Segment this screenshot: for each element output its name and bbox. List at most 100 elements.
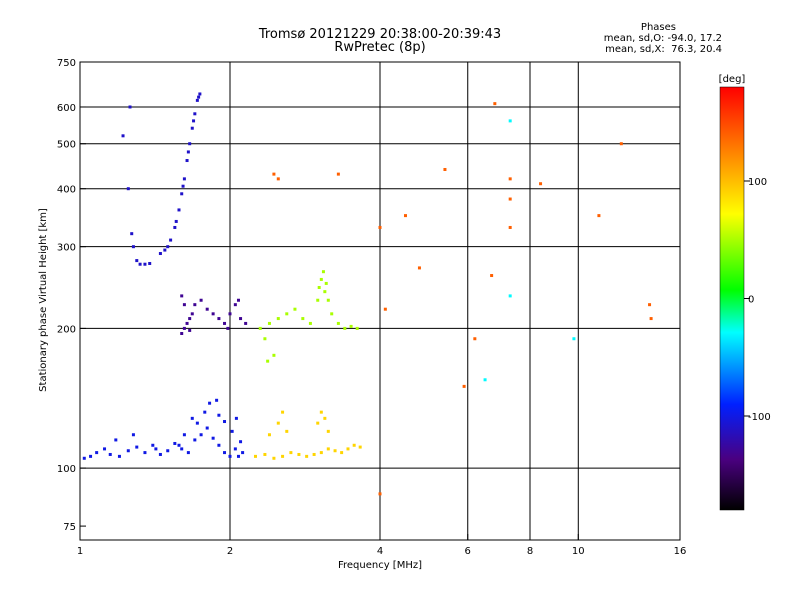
data-point (346, 447, 350, 451)
data-point (336, 321, 340, 325)
data-point (223, 321, 227, 325)
data-point (316, 421, 320, 425)
data-point (223, 451, 227, 455)
y-tick-label: 200 (57, 324, 76, 335)
data-point (597, 214, 601, 218)
y-axis-ticks: 75 100 200 300 400 500 600 750 (57, 58, 86, 533)
data-point (103, 447, 107, 451)
data-point (135, 259, 139, 263)
data-point (236, 298, 240, 302)
data-point (154, 447, 158, 451)
data-point (272, 172, 276, 176)
data-point (648, 303, 652, 307)
data-point (301, 317, 305, 321)
x-tick-label: 1 (77, 546, 83, 557)
data-point (173, 441, 177, 445)
stats-line-x: mean, sd,X: 76.3, 20.4 (605, 44, 722, 55)
data-point (508, 177, 512, 181)
data-point (192, 119, 196, 123)
x-tick-label: 6 (465, 546, 471, 557)
data-point (572, 337, 576, 341)
data-point (323, 416, 327, 420)
stats-line-o: mean, sd,O: -94.0, 17.2 (603, 33, 722, 44)
data-point (190, 312, 194, 316)
data-point (131, 433, 135, 437)
colorbar-ticks: -100 0 100 (744, 177, 771, 423)
data-point (193, 303, 197, 307)
data-point (215, 398, 219, 402)
stats-heading: Phases (640, 22, 676, 33)
data-points (82, 92, 653, 496)
x-tick-label: 8 (527, 546, 533, 557)
data-point (285, 312, 289, 316)
data-point (163, 248, 167, 252)
data-point (539, 182, 543, 186)
data-point (95, 451, 99, 455)
data-point (483, 378, 487, 382)
data-point (281, 454, 285, 458)
y-tick-label: 400 (57, 185, 76, 196)
data-point (281, 410, 285, 414)
data-point (193, 112, 197, 116)
data-point (211, 312, 215, 316)
colorbar-tick-label: 0 (748, 295, 754, 306)
data-point (508, 119, 512, 123)
data-point (198, 92, 202, 96)
data-point (199, 298, 203, 302)
data-point (317, 286, 321, 290)
data-point (285, 429, 289, 433)
data-point (180, 192, 184, 196)
data-point (226, 326, 230, 330)
data-point (108, 452, 112, 456)
data-point (205, 307, 209, 311)
data-point (276, 317, 280, 321)
y-tick-label: 75 (63, 522, 76, 533)
data-point (316, 298, 320, 302)
data-point (293, 307, 297, 311)
data-point (239, 317, 243, 321)
data-point (649, 317, 653, 321)
data-point (383, 307, 387, 311)
data-point (321, 270, 325, 274)
data-point (203, 410, 207, 414)
y-axis-title: Stationary phase Virtual Height [km] (38, 208, 49, 392)
chart-subtitle: RwPretec (8p) (334, 40, 426, 55)
data-point (166, 449, 170, 453)
data-point (266, 359, 270, 363)
data-point (508, 197, 512, 201)
data-point (169, 238, 173, 242)
data-point (181, 184, 185, 188)
data-point (173, 225, 177, 229)
data-point (188, 328, 192, 332)
colorbar (719, 86, 745, 511)
data-point (333, 449, 337, 453)
data-point (128, 105, 132, 109)
data-point (177, 208, 181, 212)
data-point (131, 245, 135, 249)
data-point (336, 172, 340, 176)
data-point (228, 454, 232, 458)
data-point (158, 452, 162, 456)
data-point (180, 332, 184, 336)
data-point (403, 214, 407, 218)
data-point (174, 219, 178, 223)
data-point (326, 447, 330, 451)
data-point (182, 326, 186, 330)
x-tick-label: 2 (227, 546, 233, 557)
data-point (186, 150, 190, 154)
data-point (151, 443, 155, 447)
data-point (188, 142, 192, 146)
data-point (378, 492, 382, 496)
data-point (188, 317, 192, 321)
data-point (312, 452, 316, 456)
y-tick-label: 750 (57, 58, 76, 69)
data-point (233, 447, 237, 451)
data-point (143, 262, 147, 266)
data-point (308, 321, 312, 325)
data-point (230, 429, 234, 433)
data-point (195, 421, 199, 425)
data-point (297, 452, 301, 456)
data-point (276, 177, 280, 181)
grid-lines (80, 62, 680, 540)
y-tick-label: 600 (57, 103, 76, 114)
